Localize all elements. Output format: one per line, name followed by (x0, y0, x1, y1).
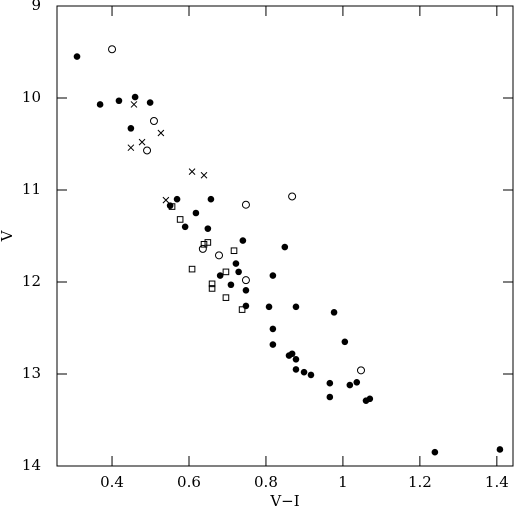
point (188, 265, 196, 273)
x-tick-label: 1.2 (408, 473, 432, 491)
point (208, 285, 216, 292)
point (146, 99, 154, 106)
point (208, 280, 216, 288)
point (115, 97, 123, 105)
y-axis-label: V (0, 229, 16, 242)
x-tick-label: 0.4 (100, 473, 124, 491)
point (131, 93, 139, 101)
y-tick-label: 10 (22, 88, 41, 106)
point (176, 216, 184, 223)
point (204, 225, 212, 232)
point (239, 237, 247, 244)
y-tick-label: 11 (22, 180, 41, 198)
point (143, 146, 152, 155)
point (230, 247, 238, 255)
point (73, 53, 81, 60)
point (138, 138, 146, 146)
point (300, 368, 308, 376)
point (346, 381, 354, 389)
point (265, 303, 273, 311)
point (431, 448, 439, 456)
point (366, 395, 374, 403)
point (292, 303, 300, 311)
point (288, 350, 296, 358)
point (269, 341, 277, 348)
point (232, 260, 240, 267)
point (242, 302, 250, 310)
x-tick-label: 0.8 (254, 473, 278, 491)
y-tick-label: 14 (22, 456, 41, 474)
point (127, 144, 135, 152)
point (341, 338, 349, 346)
point (173, 195, 181, 203)
point (241, 200, 250, 209)
point (162, 196, 170, 204)
point (307, 371, 315, 379)
point (238, 306, 246, 313)
x-tick-label: 1 (338, 473, 348, 491)
point (496, 446, 504, 453)
point (192, 209, 200, 217)
point (157, 129, 165, 137)
point (227, 281, 235, 289)
point (357, 366, 365, 375)
point (96, 101, 104, 108)
y-tick-label: 13 (22, 364, 41, 382)
point (281, 243, 289, 251)
x-axis-label: V−I (269, 492, 299, 510)
x-tick-label: 0.6 (177, 473, 201, 491)
point (353, 378, 361, 386)
point (207, 195, 215, 203)
point (241, 276, 250, 285)
plot-frame (56, 5, 514, 467)
point (127, 125, 135, 132)
point (242, 286, 250, 294)
point (130, 101, 138, 108)
point (149, 117, 158, 125)
point (222, 294, 230, 301)
point (330, 309, 338, 316)
point (181, 223, 189, 231)
point (326, 379, 334, 387)
point (269, 325, 277, 333)
x-tick-label: 1.4 (485, 473, 509, 491)
point (288, 192, 297, 201)
y-tick-label: 9 (31, 0, 41, 14)
point (198, 244, 207, 253)
point (235, 268, 242, 276)
point (215, 251, 224, 260)
point (108, 45, 117, 54)
point (292, 366, 300, 373)
point (269, 272, 277, 279)
point (200, 240, 208, 248)
point (168, 203, 176, 210)
point (204, 239, 212, 246)
point (326, 393, 334, 401)
point (292, 355, 300, 363)
point (200, 171, 208, 179)
point (222, 268, 230, 276)
point (216, 272, 224, 279)
point (188, 168, 196, 175)
y-tick-label: 12 (22, 272, 41, 290)
